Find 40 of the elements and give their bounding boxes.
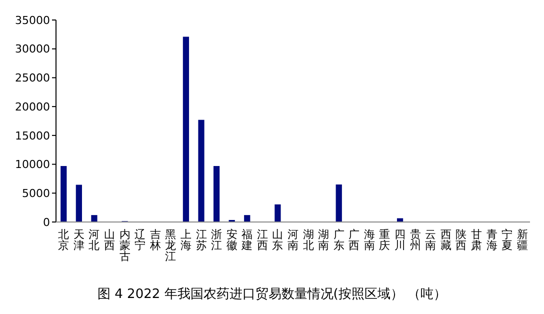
x-tick-label: 上海 — [180, 228, 192, 252]
x-tick-label: 湖南 — [318, 228, 330, 252]
x-tick-label: 黑龙江 — [165, 228, 176, 263]
x-tick-label: 宁夏 — [502, 228, 513, 252]
x-tick-label: 河北 — [88, 228, 100, 252]
y-tick-label: 5000 — [22, 186, 50, 200]
x-tick-label: 广西 — [348, 228, 360, 252]
x-tick-label: 辽宁 — [134, 228, 146, 252]
y-tick-label: 10000 — [15, 158, 50, 172]
x-tick-label: 陕西 — [456, 228, 467, 252]
y-tick-label: 20000 — [15, 100, 50, 114]
y-tick-label: 35000 — [15, 14, 50, 27]
x-tick-label: 青海 — [486, 228, 498, 252]
x-tick-label: 河南 — [288, 228, 298, 252]
text: 图 4 2022 年我国农药进口贸易数量情况(按照区域） （吨） — [98, 287, 446, 302]
x-tick-label: 广东 — [333, 228, 344, 252]
x-tick-label: 云南 — [425, 228, 436, 252]
x-tick-label: 海南 — [364, 228, 375, 252]
y-tick-label: 15000 — [15, 129, 50, 142]
x-tick-label: 贵州 — [410, 228, 421, 252]
x-tick-label: 重庆 — [379, 228, 390, 252]
x-tick-label: 天津 — [73, 228, 84, 252]
y-tick-label: 30000 — [15, 42, 50, 56]
x-tick-label: 江西 — [256, 228, 268, 252]
x-tick-label: 湖北 — [302, 228, 314, 252]
x-tick-label: 吉林 — [148, 228, 161, 252]
y-tick-label: 0 — [43, 216, 50, 229]
x-tick-label: 浙江 — [211, 228, 222, 252]
x-tick-label: 福建 — [240, 228, 253, 252]
x-tick-label: 甘肃 — [470, 228, 482, 252]
x-tick-label: 北京 — [58, 228, 70, 252]
x-tick-label: 新疆 — [516, 228, 528, 252]
x-tick-label: 山西 — [104, 228, 116, 252]
x-tick-label: 安徽 — [226, 228, 238, 252]
x-tick-label: 江苏 — [196, 228, 207, 252]
y-tick-label: 25000 — [15, 72, 50, 85]
x-tick-label: 山东 — [272, 228, 284, 252]
x-tick-label: 西藏 — [440, 228, 452, 252]
x-tick-label: 内蒙古 — [119, 228, 130, 263]
x-tick-label: 四川 — [394, 228, 406, 252]
